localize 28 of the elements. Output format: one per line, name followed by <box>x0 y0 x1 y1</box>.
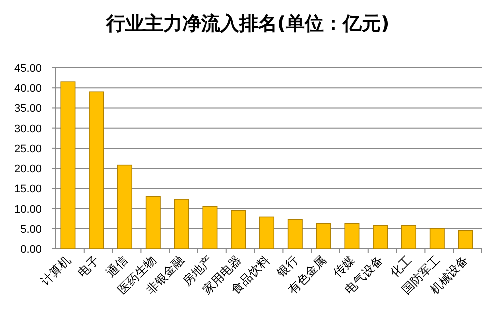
bar <box>202 206 218 250</box>
y-tick-label: 35.00 <box>14 103 42 116</box>
bar <box>458 230 474 250</box>
y-tick-label: 30.00 <box>14 123 42 136</box>
bar <box>430 228 445 250</box>
y-tick-label: 45.00 <box>14 63 42 75</box>
x-tick-label: 计算机 <box>38 253 74 289</box>
bar <box>344 223 360 250</box>
bar <box>288 219 303 250</box>
x-tick-label: 电子 <box>75 253 102 280</box>
bar <box>260 216 275 250</box>
y-tick-label: 25.00 <box>14 143 42 156</box>
bar <box>316 223 332 250</box>
bar <box>373 225 388 250</box>
y-tick-label: 10.00 <box>14 204 42 216</box>
bar <box>89 92 104 250</box>
bar <box>174 199 190 250</box>
bar <box>146 196 161 250</box>
y-tick-label: 0.00 <box>20 244 42 256</box>
bar <box>231 210 246 250</box>
y-tick-label: 20.00 <box>14 164 42 176</box>
y-tick-label: 40.00 <box>14 83 42 96</box>
y-tick-label: 5.00 <box>20 224 42 236</box>
bar <box>60 82 76 250</box>
bar <box>118 164 133 250</box>
chart-title: 行业主力净流入排名(单位：亿元) <box>105 13 390 35</box>
y-tick-label: 15.00 <box>14 184 42 196</box>
bar <box>402 225 417 250</box>
